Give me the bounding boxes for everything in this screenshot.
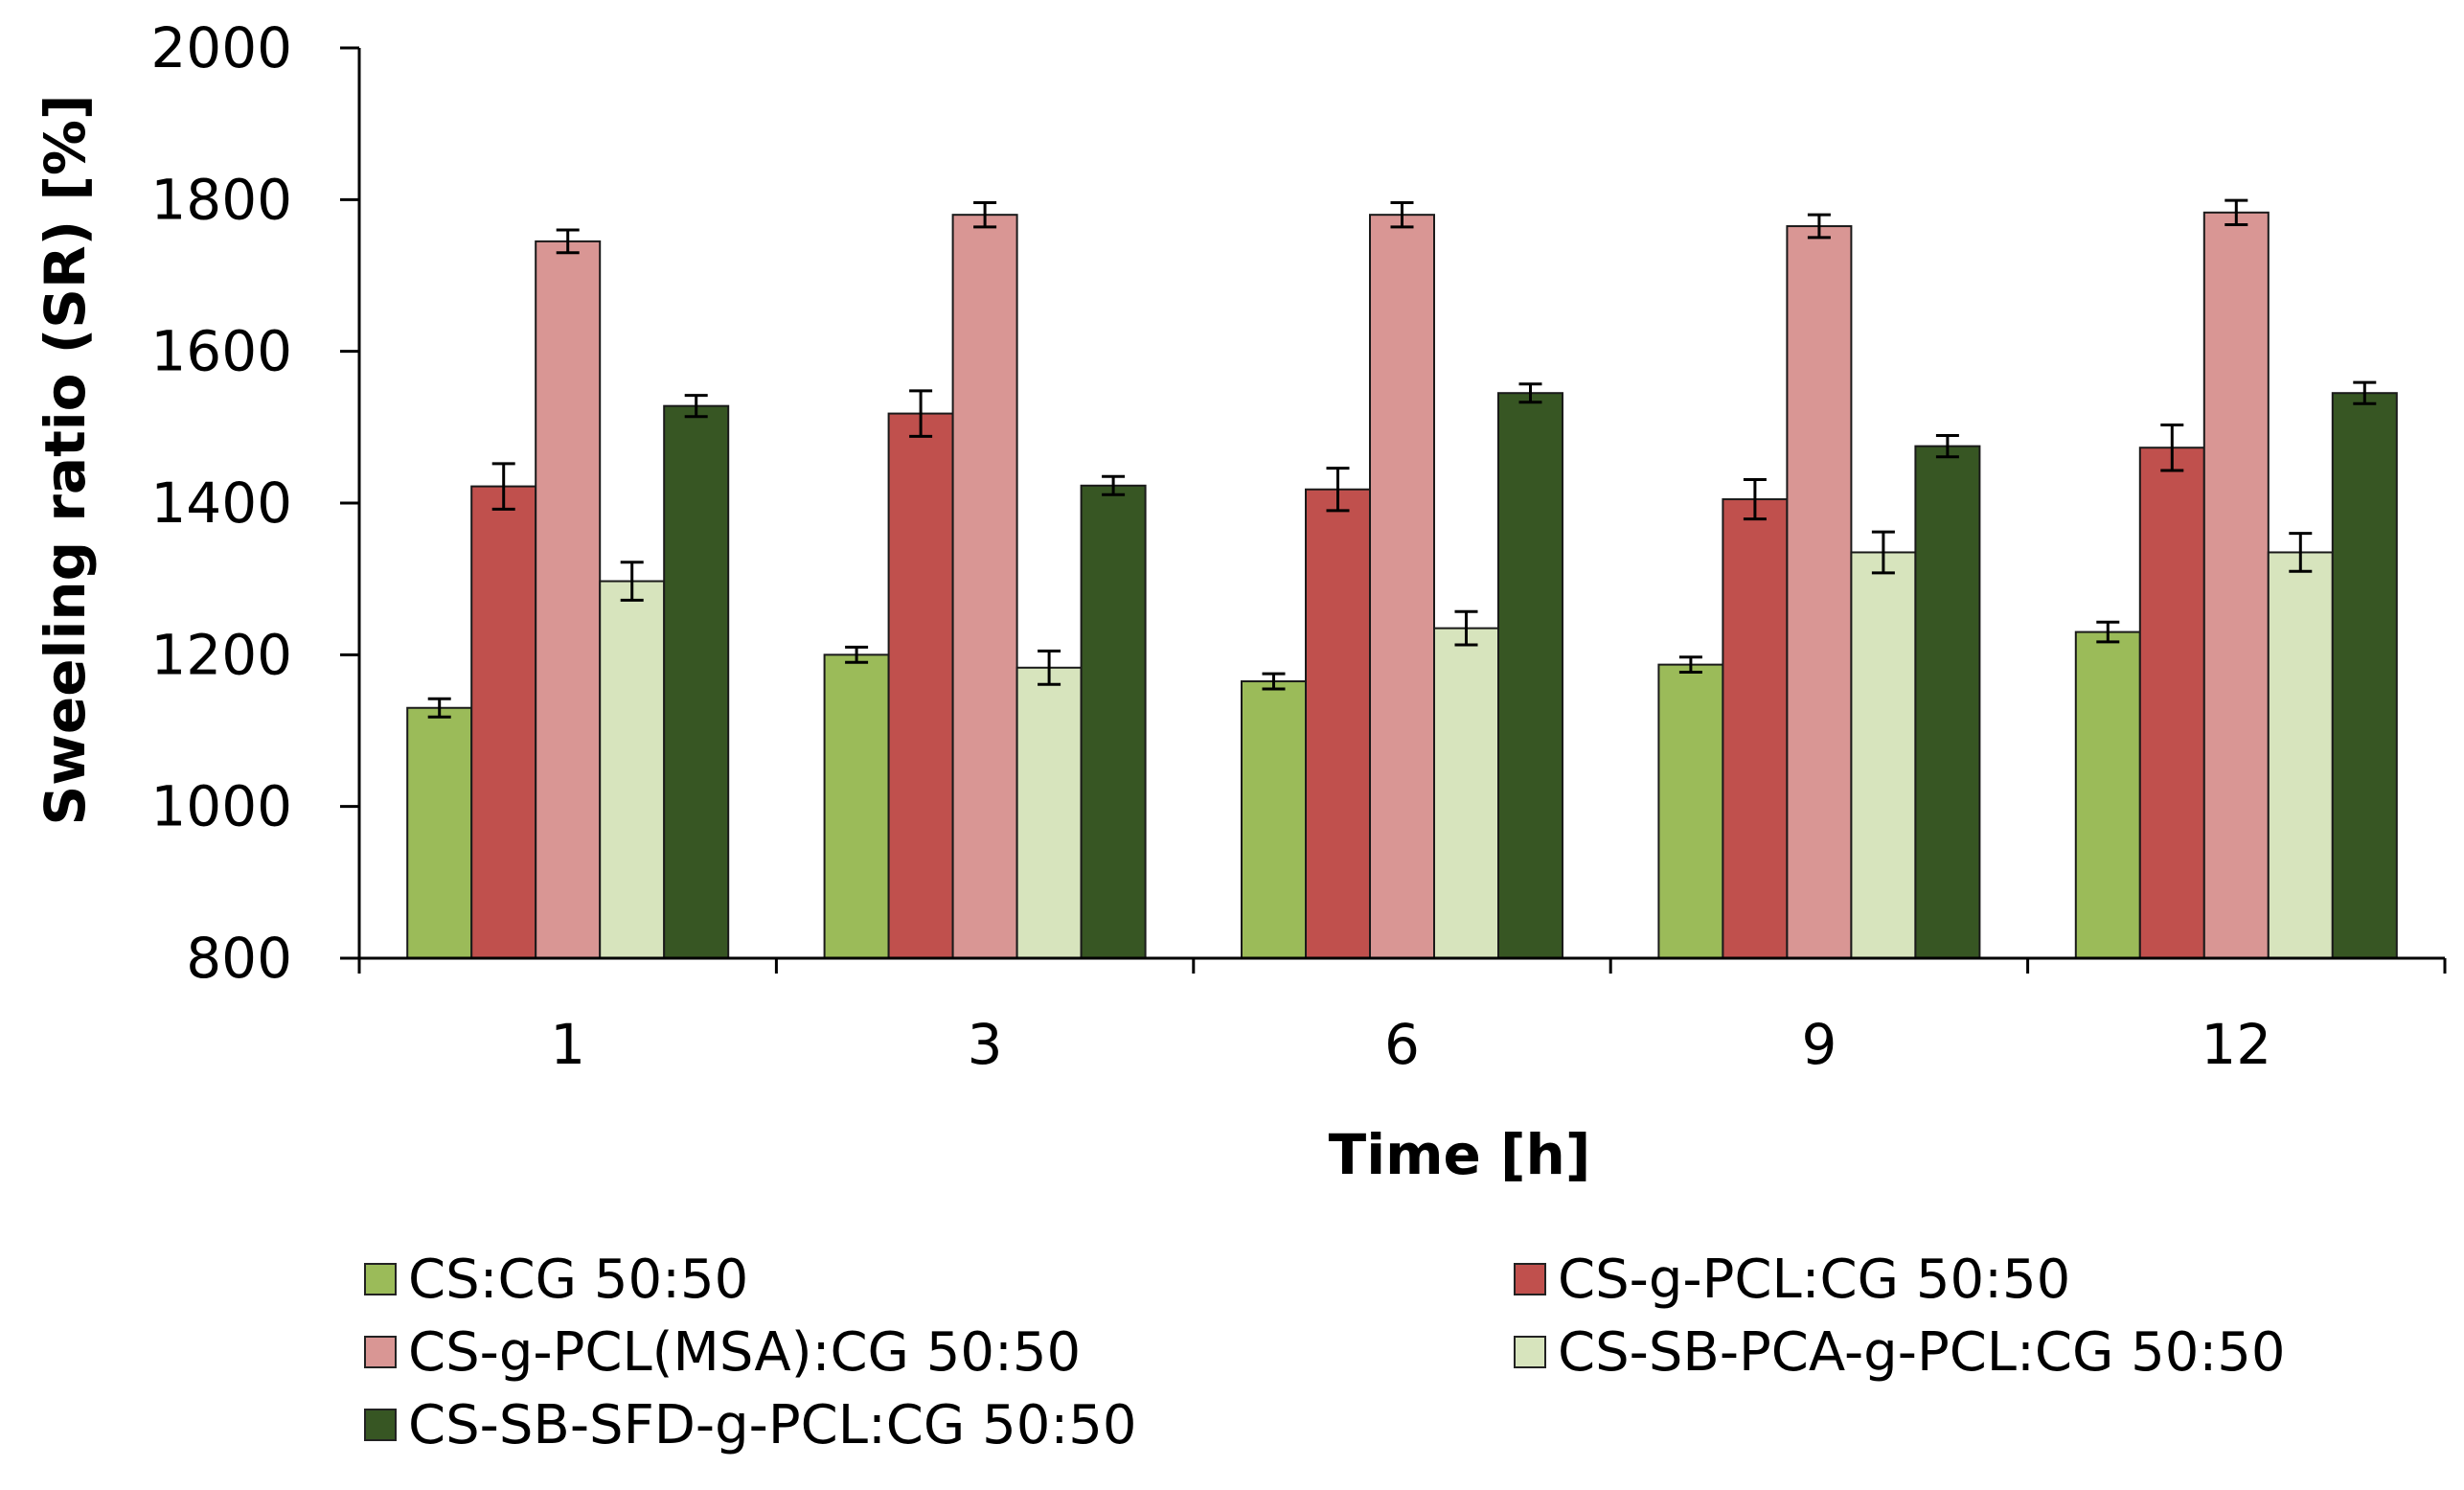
x-tick-label: 9 xyxy=(1801,1012,1837,1077)
bar xyxy=(1080,484,1147,959)
error-bars xyxy=(427,198,2377,719)
legend-item: CS:CG 50:50 xyxy=(364,1246,748,1313)
bar xyxy=(2331,392,2398,960)
legend-label: CS-g-PCL:CG 50:50 xyxy=(1558,1248,2071,1311)
bar xyxy=(1914,445,1981,959)
bar xyxy=(1722,498,1789,960)
x-tick-label: 3 xyxy=(968,1012,1003,1077)
bar xyxy=(1786,225,1853,959)
legend-label: CS-SB-SFD-g-PCL:CG 50:50 xyxy=(408,1393,1137,1456)
bar xyxy=(535,240,602,959)
bars xyxy=(406,211,2398,960)
bar xyxy=(470,485,537,959)
bar xyxy=(2202,211,2270,959)
chart: 800 1000 1200 1400 1600 1800 2000 1 3 6 9 12 Time … xyxy=(33,15,2447,1187)
legend-swatch xyxy=(1514,1336,1546,1368)
y-tick-label: 1200 xyxy=(150,622,292,687)
y-tick-label: 2000 xyxy=(150,15,292,80)
bar xyxy=(1497,392,1563,960)
bar xyxy=(663,404,730,959)
x-tick-label: 1 xyxy=(550,1012,585,1077)
bar xyxy=(599,580,666,960)
legend-item: CS-SB-SFD-g-PCL:CG 50:50 xyxy=(364,1391,1136,1458)
bar xyxy=(1657,663,1724,959)
y-tick-label: 800 xyxy=(186,926,292,991)
bar xyxy=(1369,214,1435,959)
bar xyxy=(1015,666,1083,960)
x-axis-ticks: 1 3 6 9 12 xyxy=(357,958,2447,1077)
bar xyxy=(823,653,890,959)
legend-label: CS-g-PCL(MSA):CG 50:50 xyxy=(408,1320,1082,1384)
bar xyxy=(1433,627,1499,959)
legend-item: CS-SB-PCA-g-PCL:CG 50:50 xyxy=(1514,1318,2286,1386)
legend-label: CS-SB-PCA-g-PCL:CG 50:50 xyxy=(1558,1320,2286,1384)
bar xyxy=(2074,630,2141,959)
bar xyxy=(406,706,473,959)
legend-swatch xyxy=(364,1336,397,1368)
legend-swatch xyxy=(1514,1263,1546,1295)
legend-swatch xyxy=(364,1409,397,1441)
y-tick-label: 1400 xyxy=(150,470,292,536)
y-axis-ticks: 800 1000 1200 1400 1600 1800 2000 xyxy=(150,15,359,991)
legend-swatch xyxy=(364,1263,397,1295)
x-tick-label: 6 xyxy=(1384,1012,1420,1077)
y-tick-label: 1600 xyxy=(150,319,292,384)
legend-item: CS-g-PCL:CG 50:50 xyxy=(1514,1246,2070,1313)
legend-label: CS:CG 50:50 xyxy=(408,1248,749,1311)
bar xyxy=(1850,551,1917,959)
y-tick-label: 1800 xyxy=(150,167,292,232)
x-axis-title: Time [h] xyxy=(1329,1122,1591,1187)
bar xyxy=(2138,447,2205,960)
bar xyxy=(1305,488,1371,959)
bar xyxy=(887,412,954,960)
y-tick-label: 1000 xyxy=(150,774,292,839)
bar xyxy=(2267,551,2334,959)
bar xyxy=(1241,680,1307,960)
y-axis-title: Sweeling ratio (SR) [%] xyxy=(33,95,98,826)
x-tick-label: 12 xyxy=(2201,1012,2271,1077)
legend: CS:CG 50:50 CS-g-PCL:CG 50:50 CS-g-PCL(MSA… xyxy=(364,1246,2414,1485)
bar xyxy=(951,214,1018,959)
legend-item: CS-g-PCL(MSA):CG 50:50 xyxy=(364,1318,1081,1386)
